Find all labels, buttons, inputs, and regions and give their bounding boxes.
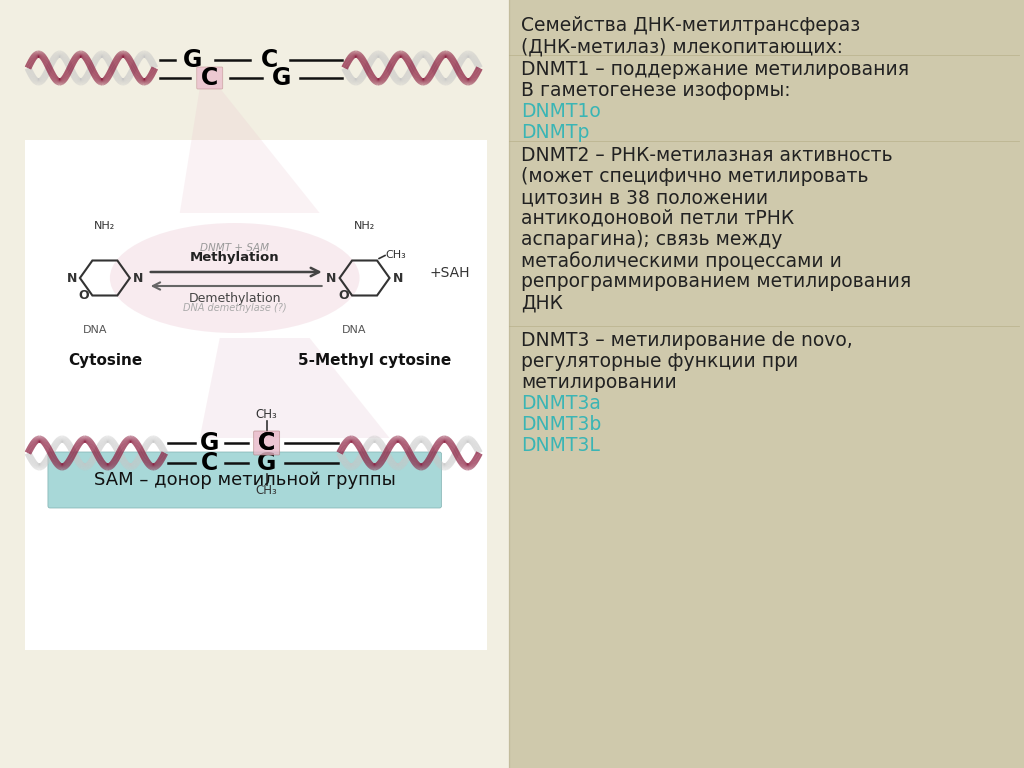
Text: O: O xyxy=(79,289,89,302)
Text: регуляторные функции при: регуляторные функции при xyxy=(521,352,799,371)
Text: ДНК: ДНК xyxy=(521,293,563,312)
Text: C: C xyxy=(201,66,218,90)
Text: DNMT1o: DNMT1o xyxy=(521,102,601,121)
Text: C: C xyxy=(201,66,218,90)
FancyBboxPatch shape xyxy=(48,452,441,508)
Text: NH₂: NH₂ xyxy=(94,221,116,231)
Text: DNMT2 – РНК-метилазная активность: DNMT2 – РНК-метилазная активность xyxy=(521,146,893,165)
Ellipse shape xyxy=(110,223,359,333)
Text: Семейства ДНК-метилтрансфераз: Семейства ДНК-метилтрансфераз xyxy=(521,16,860,35)
Text: DNMTp: DNMTp xyxy=(521,123,590,142)
Text: В гаметогенезе изоформы:: В гаметогенезе изоформы: xyxy=(521,81,791,100)
Text: C: C xyxy=(201,451,218,475)
Text: N: N xyxy=(133,272,143,284)
Text: CH₃: CH₃ xyxy=(256,485,278,498)
Text: O: O xyxy=(339,289,349,302)
Text: DNA: DNA xyxy=(342,325,367,335)
Bar xyxy=(25,140,487,650)
Text: DNMT1 – поддержание метилирования: DNMT1 – поддержание метилирования xyxy=(521,60,909,79)
Text: DNMT3a: DNMT3a xyxy=(521,394,601,413)
Text: Demethylation: Demethylation xyxy=(188,292,281,305)
Text: DNMT3b: DNMT3b xyxy=(521,415,602,434)
Text: аспарагина); связь между: аспарагина); связь между xyxy=(521,230,782,249)
Text: N: N xyxy=(392,272,402,284)
Text: G: G xyxy=(257,451,276,475)
Text: DNA: DNA xyxy=(83,325,108,335)
Text: (может специфично метилировать: (может специфично метилировать xyxy=(521,167,869,186)
Text: SAM – донор метильной группы: SAM – донор метильной группы xyxy=(94,471,395,489)
Text: метаболическими процессами и: метаболическими процессами и xyxy=(521,251,843,270)
Text: метилировании: метилировании xyxy=(521,373,677,392)
Text: G: G xyxy=(200,431,219,455)
Text: G: G xyxy=(183,48,203,72)
Text: DNMT + SAM: DNMT + SAM xyxy=(200,243,269,253)
Text: репрограммированием метилирования: репрограммированием метилирования xyxy=(521,272,911,291)
Text: DNA demethylase (?): DNA demethylase (?) xyxy=(183,303,287,313)
Text: Methylation: Methylation xyxy=(189,251,280,264)
Text: CH₃: CH₃ xyxy=(256,409,278,422)
Text: (ДНК-метилаз) млекопитающих:: (ДНК-метилаз) млекопитающих: xyxy=(521,37,844,56)
Text: 5-Methyl cytosine: 5-Methyl cytosine xyxy=(298,353,452,368)
Text: NH₂: NH₂ xyxy=(354,221,375,231)
Text: N: N xyxy=(67,272,77,284)
Text: DNMT3L: DNMT3L xyxy=(521,436,600,455)
Polygon shape xyxy=(200,338,389,438)
Text: C: C xyxy=(261,48,279,72)
Text: G: G xyxy=(272,66,292,90)
Text: CH₃: CH₃ xyxy=(385,250,406,260)
Text: C: C xyxy=(258,431,275,455)
Text: Cytosine: Cytosine xyxy=(68,353,142,368)
Text: N: N xyxy=(327,272,337,284)
FancyBboxPatch shape xyxy=(254,431,280,455)
Text: антикодоновой петли тРНК: антикодоновой петли тРНК xyxy=(521,209,795,228)
Text: DNMT3 – метилирование de novo,: DNMT3 – метилирование de novo, xyxy=(521,331,853,350)
FancyBboxPatch shape xyxy=(197,67,223,89)
Text: +SAH: +SAH xyxy=(429,266,470,280)
Bar xyxy=(0,0,509,768)
Text: цитозин в 38 положении: цитозин в 38 положении xyxy=(521,188,769,207)
Polygon shape xyxy=(180,88,319,213)
Bar xyxy=(509,0,1023,768)
Text: C: C xyxy=(258,431,275,455)
